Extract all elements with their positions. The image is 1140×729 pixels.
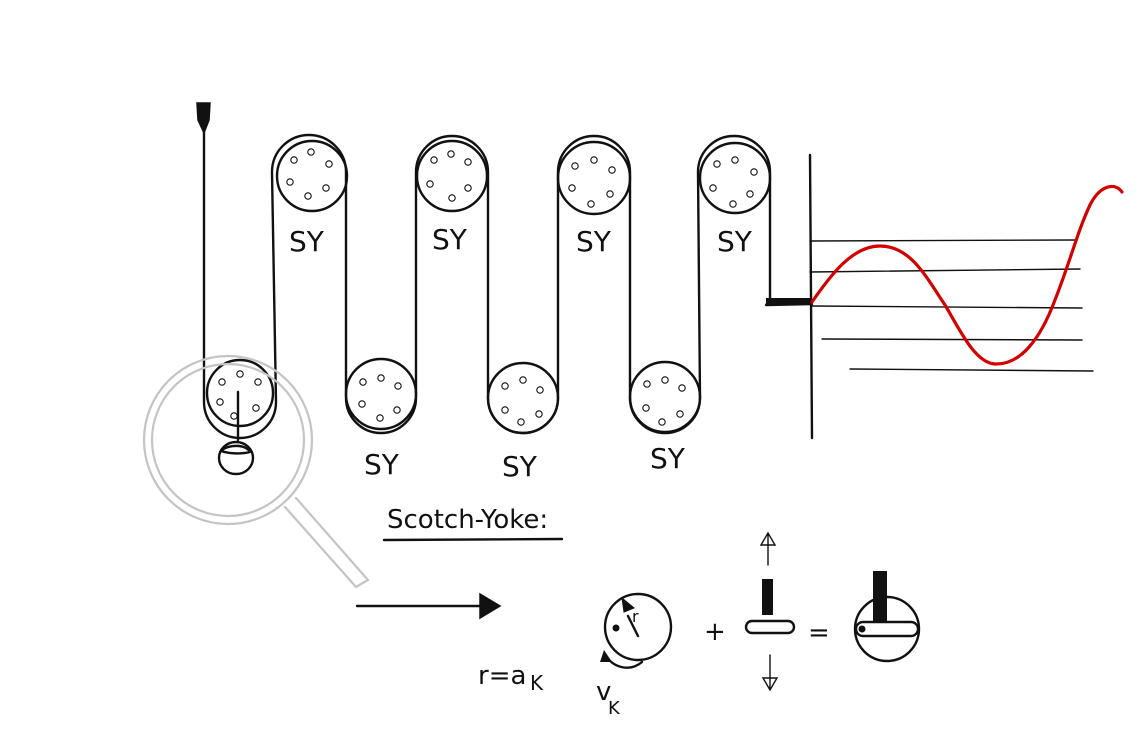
lower-pulley xyxy=(486,361,560,435)
cord-end-block xyxy=(766,298,812,305)
lower-pulley xyxy=(344,357,418,431)
pulley-label-upper: SY xyxy=(432,223,468,256)
section-title: Scotch-Yoke: xyxy=(387,505,548,535)
velocity-sub: K xyxy=(608,698,621,719)
radius-arrowhead xyxy=(621,596,635,613)
velocity-label: v xyxy=(596,677,611,707)
plus-sign: + xyxy=(704,617,726,647)
plot-line xyxy=(809,239,1078,242)
upper-pulley xyxy=(556,140,632,216)
equals-sign: = xyxy=(808,618,830,648)
pulley-label-lower: SY xyxy=(364,448,400,481)
combined-yoke-rod xyxy=(873,571,887,621)
pulley-label-lower: SY xyxy=(502,450,538,483)
rotation-arrowhead xyxy=(600,650,612,662)
pulley-label-upper: SY xyxy=(576,225,612,258)
section-title-underline xyxy=(382,537,564,542)
upper-pulley xyxy=(698,141,772,215)
radius-label: r xyxy=(632,607,639,626)
yoke-slider xyxy=(217,440,255,476)
combined-yoke-slot xyxy=(854,620,920,638)
plot-vertical-axis xyxy=(808,153,814,440)
up-arrow xyxy=(759,531,777,566)
cord-tip xyxy=(196,102,211,135)
pulley-label-upper: SY xyxy=(717,225,753,258)
plot-line xyxy=(809,268,1081,273)
lower-pulley xyxy=(628,360,702,434)
formula-r: r=a xyxy=(478,661,526,691)
slider-rod xyxy=(762,579,773,615)
down-arrow xyxy=(761,654,779,692)
formula-r-sub: K xyxy=(530,671,544,695)
sine-wave xyxy=(810,184,1124,366)
magnifier-icon xyxy=(142,354,370,589)
radius-arrow xyxy=(626,614,640,638)
slider-bar xyxy=(744,619,796,635)
disk-pin xyxy=(612,624,620,632)
plot-line xyxy=(849,368,1094,372)
pulley-label-lower: SY xyxy=(650,442,686,475)
upper-pulley xyxy=(415,139,489,213)
upper-pulley xyxy=(275,139,349,213)
plot-line xyxy=(821,338,1083,341)
rotating-disk xyxy=(603,592,673,662)
yoke-slot xyxy=(219,444,252,455)
combined-yoke-pin xyxy=(858,625,866,633)
pulley-label-upper: SY xyxy=(289,225,325,258)
lower-pulley xyxy=(205,358,275,428)
explanation-arrowhead xyxy=(479,592,502,620)
